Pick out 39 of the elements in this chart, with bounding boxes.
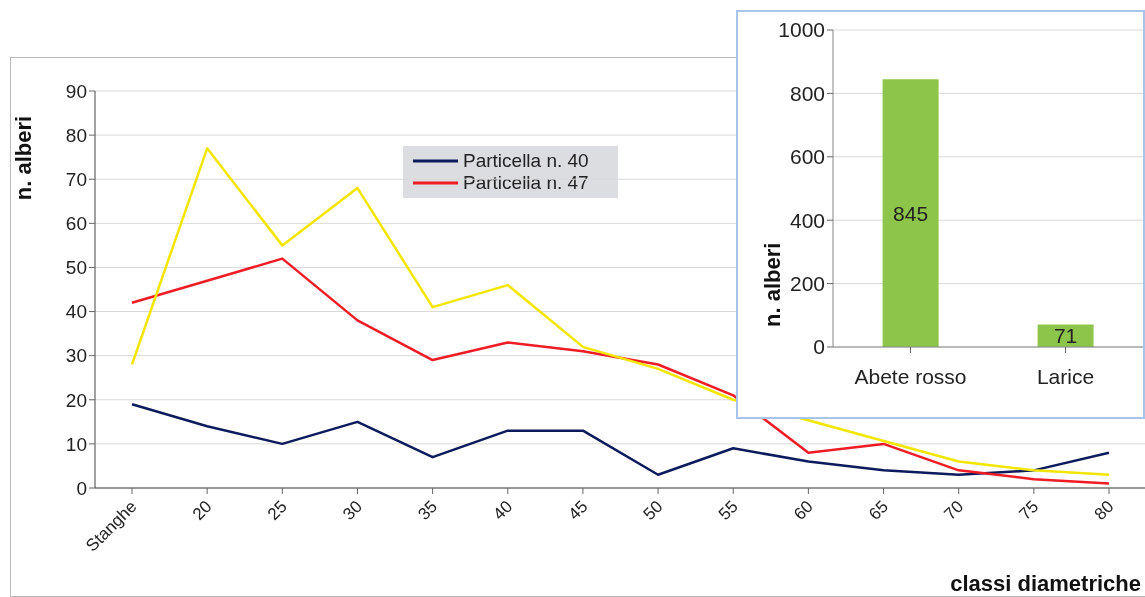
x-axis-title: classi diametriche	[950, 571, 1141, 596]
line-series	[130, 402, 1111, 477]
y-tick-label: 0	[813, 335, 825, 359]
x-tick-label: 45	[564, 497, 592, 524]
y-axis-title: n. alberi	[10, 115, 36, 201]
y-tick-label: 600	[789, 145, 825, 169]
x-tick-label: 55	[714, 497, 742, 524]
line-series	[130, 147, 1111, 477]
y-tick-label: 40	[65, 301, 87, 323]
y-tick-label: 30	[65, 345, 87, 367]
y-tick-label: 0	[76, 477, 87, 499]
y-tick-label: 200	[789, 272, 825, 296]
y-axis-title: n. alberi	[760, 242, 785, 327]
x-tick-label: 25	[263, 497, 291, 524]
data-label: 845	[893, 201, 929, 225]
x-tick-label: 40	[489, 497, 517, 524]
y-tick-label: 10	[65, 433, 87, 455]
x-tick-label: 80	[1090, 497, 1118, 524]
x-tick-label: 75	[1015, 497, 1043, 524]
x-tick-label: Larice	[1036, 364, 1095, 388]
y-tick-label: 800	[789, 81, 825, 105]
legend-label: Particella n. 40	[463, 150, 590, 172]
y-tick-label: 70	[65, 168, 87, 190]
y-tick-label: 20	[65, 389, 87, 411]
y-tick-label: 50	[65, 257, 87, 279]
data-label: 71	[1053, 324, 1078, 348]
x-tick-label: Abete rosso	[854, 364, 967, 388]
x-tick-label: 20	[188, 497, 216, 524]
x-tick-label: 65	[865, 497, 893, 524]
x-tick-label: 70	[940, 497, 968, 524]
x-tick-label: 50	[639, 497, 667, 524]
y-tick-label: 80	[65, 124, 87, 146]
y-tick-label: 60	[65, 213, 87, 235]
y-tick-label: 1000	[778, 18, 825, 42]
x-tick-label: 30	[339, 497, 366, 524]
legend-label: Particella n. 47	[463, 172, 590, 194]
y-tick-label: 400	[789, 208, 825, 232]
x-tick-label: 35	[414, 497, 442, 524]
y-tick-label: 90	[65, 80, 87, 102]
